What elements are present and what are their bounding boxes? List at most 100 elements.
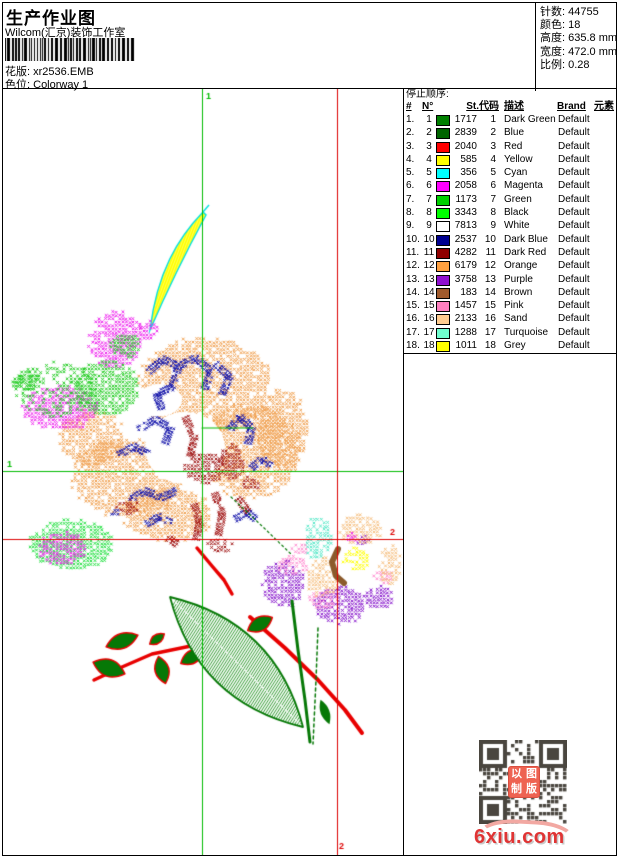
table-cell: [594, 233, 614, 246]
table-row: 16. 16 2133 16 Sand Default: [404, 312, 616, 326]
color-swatch: [436, 126, 452, 140]
table-row: 18. 18 1011 18 Grey Default: [404, 339, 616, 353]
table-row: 12. 12 6179 12 Orange Default: [404, 259, 616, 273]
table-row: 13. 13 3758 13 Purple Default: [404, 273, 616, 286]
table-cell: Default: [558, 326, 590, 338]
table-cell: 10.: [406, 233, 420, 245]
table-row: 8. 8 3343 8 Black Default: [404, 206, 616, 220]
table-cell: 8: [490, 207, 496, 219]
table-cell: 8: [426, 207, 432, 219]
table-cell: 17: [423, 326, 435, 338]
table-cell: 1173: [455, 193, 477, 205]
table-header-row: # N° St. 代码 描述 Brand 元素: [404, 101, 616, 113]
table-cell: Default: [558, 273, 590, 285]
table-cell: Default: [558, 260, 590, 272]
table-cell: Default: [558, 127, 590, 139]
color-swatch: [436, 166, 452, 180]
stamp-char: 版: [526, 783, 537, 795]
table-row: 5. 5 356 5 Cyan Default: [404, 166, 616, 180]
color-swatch: [436, 206, 452, 220]
table-cell: Black: [504, 207, 529, 219]
color-swatch: [436, 259, 452, 273]
color-swatch: [436, 246, 452, 259]
table-cell: [594, 219, 614, 232]
table-cell: Default: [558, 140, 590, 152]
table-cell: 17: [484, 326, 496, 338]
table-cell: 7.: [406, 193, 415, 205]
color-swatch: [436, 153, 452, 166]
color-swatch: [436, 179, 452, 193]
stop-sequence-title: 停止顺序:: [406, 89, 449, 100]
table-cell: Default: [558, 313, 590, 325]
table-cell: White: [504, 220, 530, 232]
table-cell: 1457: [454, 300, 477, 312]
table-cell: 12: [423, 260, 435, 272]
stat-row: 颜色: 18: [540, 19, 581, 32]
column-header: St.: [466, 101, 479, 112]
table-cell: 9.: [406, 220, 415, 232]
table-cell: 16: [484, 313, 496, 325]
table-cell: [594, 312, 614, 325]
stat-row: 针数: 44755: [540, 6, 599, 18]
table-cell: 4: [426, 153, 432, 165]
table-cell: [594, 339, 614, 352]
table-cell: 15: [423, 300, 435, 312]
table-cell: 1288: [454, 326, 477, 338]
table-cell: 2: [490, 127, 496, 139]
table-cell: 13.: [406, 273, 420, 285]
column-header: #: [406, 101, 412, 112]
table-row: 14. 14 183 14 Brown Default: [404, 286, 616, 299]
table-cell: Default: [558, 193, 590, 205]
table-row: 4. 4 585 4 Yellow Default: [404, 153, 616, 166]
table-cell: [594, 179, 614, 192]
table-cell: 3343: [454, 207, 477, 219]
color-swatch: [436, 312, 452, 326]
table-cell: 2537: [454, 233, 477, 245]
header-left: 生产作业图 Wilcom(汇京)装饰工作室 花版: xr2536.EMB 色位:…: [3, 3, 535, 91]
table-cell: 1: [426, 114, 432, 125]
colorway-label: 色位:: [5, 79, 31, 91]
table-cell: 11: [485, 246, 496, 258]
stats-box: 针数: 44755 颜色: 18 高度: 635.8 mm 宽度: 472.0 mm 比…: [535, 3, 620, 91]
pattern-file-line: 花版: xr2536.EMB: [5, 63, 94, 79]
table-cell: Grey: [504, 340, 526, 352]
table-cell: 2839: [454, 127, 477, 139]
table-cell: Blue: [504, 127, 525, 139]
stamp-char: 图: [526, 768, 537, 780]
table-cell: Default: [558, 340, 590, 352]
color-swatch: [436, 193, 452, 206]
table-cell: 16.: [406, 313, 420, 325]
table-cell: Dark Blue: [504, 233, 548, 245]
table-cell: Green: [504, 193, 532, 205]
table-cell: 3: [490, 140, 496, 152]
pattern-label: 花版:: [5, 66, 31, 78]
table-cell: Brown: [504, 286, 533, 298]
table-cell: 12.: [406, 260, 420, 272]
table-cell: 11.: [406, 246, 420, 258]
color-swatch: [436, 233, 452, 246]
column-header: 元素: [594, 101, 614, 112]
table-cell: 2: [426, 127, 432, 139]
table-cell: Turquoise: [504, 326, 549, 338]
table-row: 10. 10 2537 10 Dark Blue Default: [404, 233, 616, 246]
table-row: 3. 3 2040 3 Red Default: [404, 140, 616, 153]
table-cell: 3: [426, 140, 432, 152]
column-header: 代码: [479, 101, 499, 112]
table-cell: [594, 166, 614, 179]
table-cell: 6: [426, 180, 432, 192]
table-cell: 17.: [406, 326, 420, 338]
table-cell: Magenta: [504, 180, 543, 192]
table-cell: 3758: [454, 273, 477, 285]
table-cell: [594, 273, 614, 286]
table-cell: 10: [423, 233, 435, 245]
table-cell: [594, 140, 614, 153]
colorway-line: 色位: Colorway 1: [5, 76, 88, 92]
table-cell: 585: [460, 153, 477, 165]
table-cell: 14: [423, 286, 435, 298]
color-swatch: [436, 113, 452, 126]
stat-row: 宽度: 472.0 mm: [540, 45, 618, 58]
logo-text: 6xiu.com: [474, 826, 565, 848]
table-row: 11. 11 4282 11 Dark Red Default: [404, 246, 616, 259]
